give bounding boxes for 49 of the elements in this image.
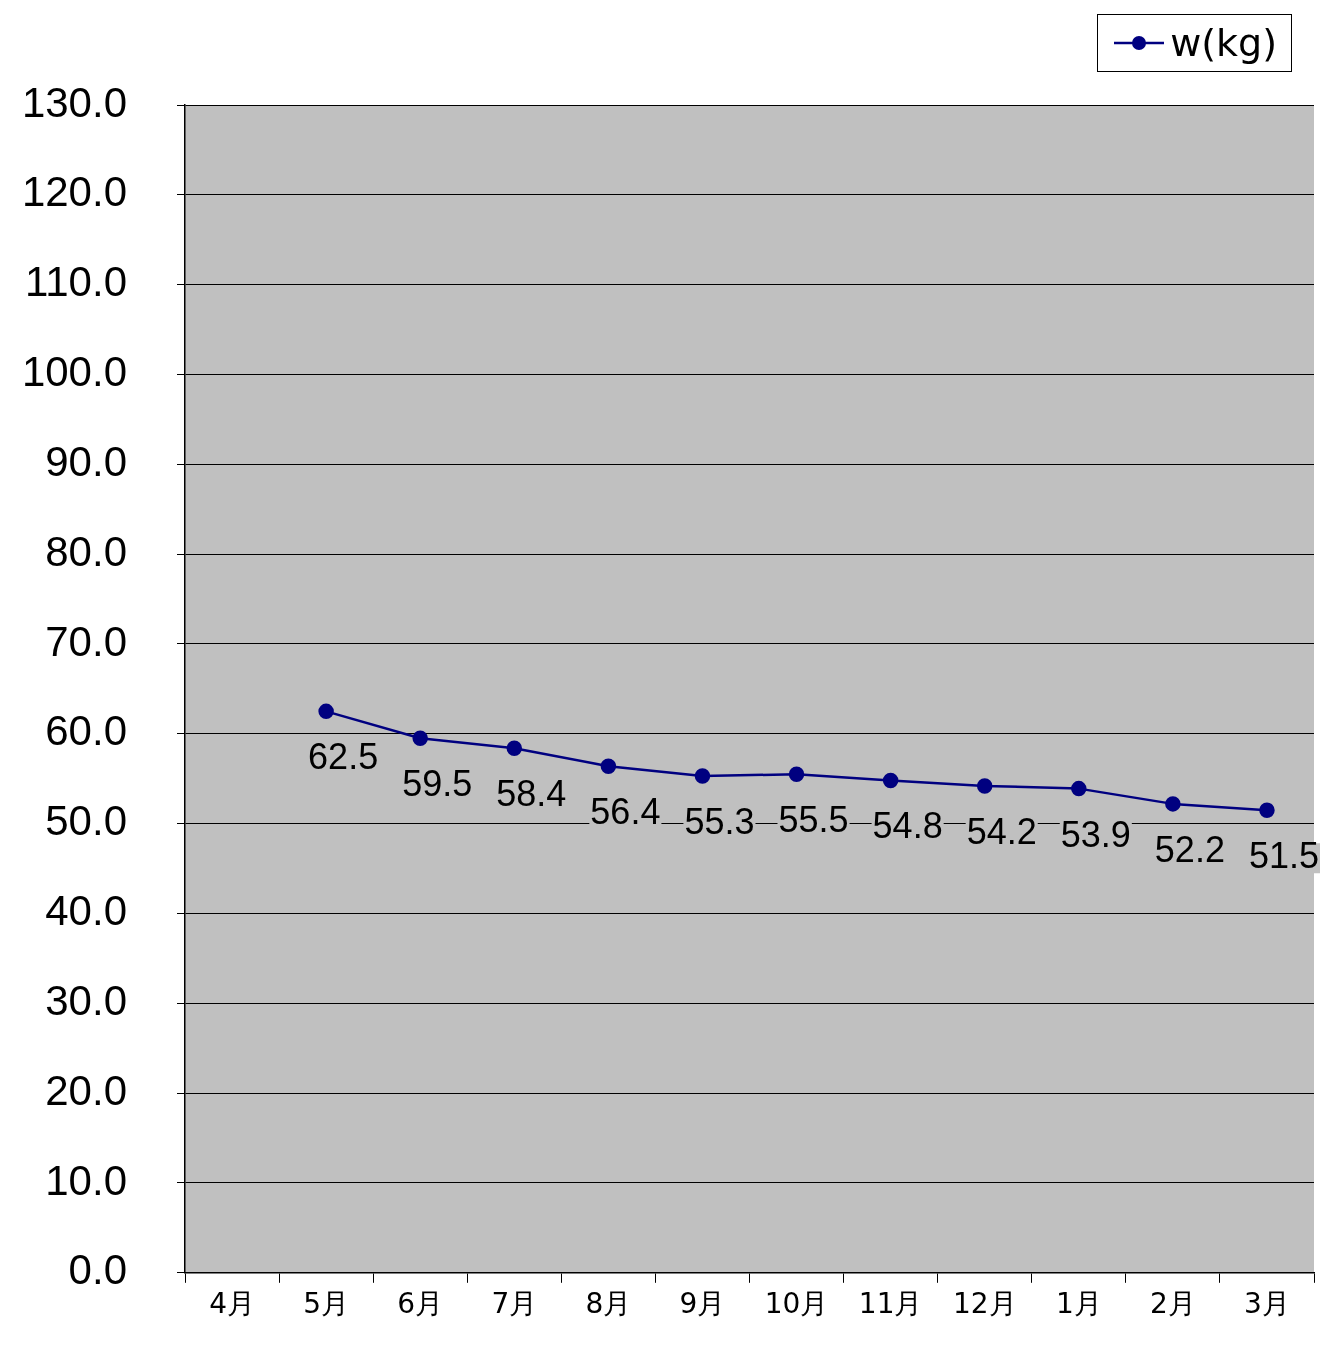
x-tick-label: 8月 xyxy=(585,1286,632,1320)
x-tick-label: 2月 xyxy=(1149,1286,1196,1320)
point xyxy=(1165,796,1181,812)
data-label: 55.5 xyxy=(778,799,849,841)
y-tick-label: 130.0 xyxy=(21,78,127,126)
x-tick-label: 4月 xyxy=(209,1286,255,1320)
point xyxy=(882,772,899,789)
data-label: 58.4 xyxy=(496,773,567,815)
y-tick-label: 110.0 xyxy=(25,258,127,306)
x-tick-label: 12月 xyxy=(952,1286,1017,1320)
y-tick-label: 10.0 xyxy=(45,1156,127,1204)
y-tick-label: 30.0 xyxy=(45,976,127,1024)
x-tick-label: 10月 xyxy=(764,1286,829,1320)
y-tick-label: 120.0 xyxy=(21,168,127,216)
data-label: 54.8 xyxy=(872,805,943,847)
x-tick-label: 6月 xyxy=(397,1286,444,1320)
x-tick-label: 1月 xyxy=(1055,1286,1102,1320)
y-tick-label: 50.0 xyxy=(45,797,127,845)
point xyxy=(1071,780,1087,797)
point xyxy=(412,730,428,747)
data-label: 53.9 xyxy=(1060,813,1131,855)
y-tick-label: 100.0 xyxy=(21,348,127,396)
y-tick-label: 40.0 xyxy=(45,887,127,935)
data-label: 56.4 xyxy=(590,791,661,833)
point xyxy=(506,740,523,756)
point xyxy=(318,703,334,720)
x-tick-label: 3月 xyxy=(1244,1286,1290,1320)
y-tick-label: 70.0 xyxy=(45,617,127,665)
data-label: 52.2 xyxy=(1154,828,1225,870)
legend-label: w(kg) xyxy=(1170,21,1277,65)
x-tick-label: 11月 xyxy=(858,1286,923,1320)
data-label: 62.5 xyxy=(308,736,379,778)
point xyxy=(1259,802,1275,818)
x-tick-label: 9月 xyxy=(679,1286,726,1320)
y-tick-label: 60.0 xyxy=(45,707,127,755)
data-label: 51.5 xyxy=(1248,835,1319,877)
point xyxy=(976,778,993,794)
y-tick-label: 80.0 xyxy=(45,527,127,575)
data-label: 54.2 xyxy=(966,810,1037,852)
y-tick-label: 20.0 xyxy=(45,1066,127,1114)
point xyxy=(788,766,805,782)
y-tick-label: 90.0 xyxy=(45,437,127,485)
data-label: 59.5 xyxy=(402,763,473,805)
x-tick-label: 5月 xyxy=(303,1286,350,1320)
point xyxy=(694,768,711,784)
y-tick-label: 0.0 xyxy=(68,1246,127,1294)
point xyxy=(600,758,617,774)
x-tick-label: 7月 xyxy=(491,1286,538,1320)
data-label: 55.3 xyxy=(684,800,755,842)
